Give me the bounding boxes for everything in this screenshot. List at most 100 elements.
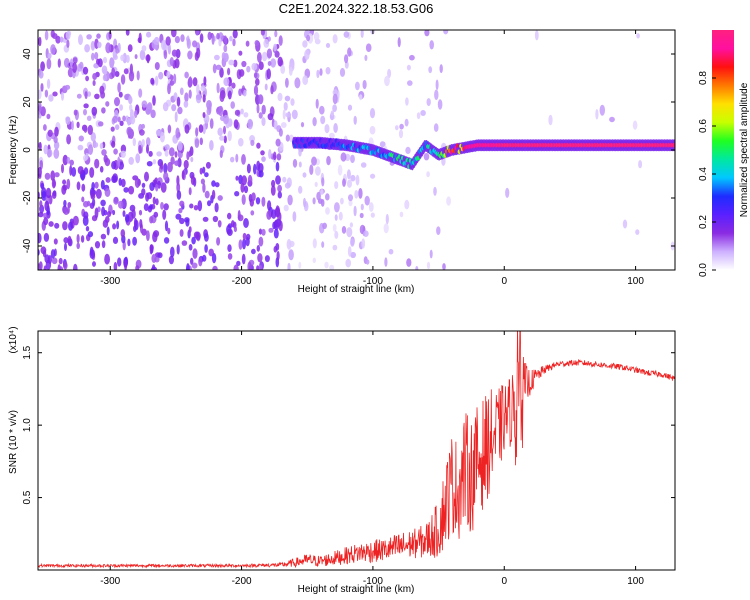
spectrogram-cell xyxy=(505,187,510,198)
spectrogram-cell xyxy=(81,183,86,192)
spectrogram-cell xyxy=(435,79,439,91)
spectrogram-cell xyxy=(354,190,359,199)
spectrogram-cell xyxy=(115,124,120,130)
spectrogram-cell xyxy=(97,41,102,49)
spectrogram-cell xyxy=(321,177,325,187)
spectrogram-cell xyxy=(193,205,199,211)
spectrogram-cell xyxy=(268,227,274,233)
spectrogram-cell xyxy=(344,54,349,64)
spectrogram-cell xyxy=(247,261,252,270)
spectrogram-cell xyxy=(333,123,338,133)
spectrogram-cell xyxy=(145,192,150,202)
snr-x-axis: -300 -200 -100 0 100 xyxy=(100,331,644,587)
spectrogram-cell xyxy=(50,44,56,55)
spectrogram-cell xyxy=(139,129,145,136)
spectrogram-cell xyxy=(152,159,157,165)
spectrogram-cell xyxy=(241,175,247,186)
spectrogram-cell xyxy=(51,178,56,189)
colorbar-tick-label: 0.4 xyxy=(698,167,709,181)
spectrogram-cell xyxy=(155,183,159,192)
y-tick-label: 40 xyxy=(22,48,33,60)
spectrogram-cell xyxy=(200,178,205,185)
spectrogram-cell xyxy=(65,116,71,125)
spectrogram-cell xyxy=(325,67,331,75)
spectrogram-cell xyxy=(152,231,158,243)
spectrogram-cell xyxy=(179,87,184,96)
spectrogram-cell xyxy=(442,263,446,270)
spectrogram-cell xyxy=(62,221,68,231)
colorbar-tick-label: 0.6 xyxy=(698,119,709,133)
snr-y-axis: 0.5 1.0 1.5 xyxy=(22,345,675,505)
snr-y-label: SNR (10 * v/v) xyxy=(8,410,19,474)
spectrogram-cell xyxy=(247,174,253,186)
spectrogram-cell xyxy=(360,203,364,211)
spectrogram-cell xyxy=(384,257,388,267)
spectrogram-cell xyxy=(319,105,325,115)
spectrogram-cell xyxy=(599,104,605,116)
spectrogram-cell xyxy=(433,123,439,132)
spectrogram-cell xyxy=(102,56,108,64)
spectrogram-cell xyxy=(157,252,163,259)
spectrogram-cell xyxy=(97,121,104,127)
spectrogram-cell xyxy=(409,54,415,61)
spectrogram-cell xyxy=(383,223,389,234)
spectrogram-cell xyxy=(363,230,369,237)
spectrogram-cell xyxy=(315,166,321,176)
spectrogram-cell xyxy=(186,263,190,270)
spectrogram-cell xyxy=(176,244,180,255)
spectrogram-cell xyxy=(202,112,206,118)
spectrogram-cell xyxy=(127,44,133,52)
spectrogram-cell xyxy=(43,144,48,155)
spectrogram-cell xyxy=(227,228,233,236)
spectrogram-cell xyxy=(326,155,331,166)
spectrogram-cell xyxy=(146,161,153,167)
spectrogram-cell xyxy=(216,32,220,40)
spectrogram-cell xyxy=(188,244,193,251)
spectrogram-cell xyxy=(168,147,175,157)
spectrogram-cell xyxy=(167,83,171,95)
spectrogram-cell xyxy=(325,43,331,48)
spectrogram-cell xyxy=(340,197,344,205)
spectrogram-cell xyxy=(111,140,116,148)
spectrogram-cell xyxy=(395,125,399,131)
spectrogram-cell xyxy=(44,89,49,98)
spectrogram-cell xyxy=(231,82,236,89)
spectrogram-cell xyxy=(138,209,143,216)
spectrogram-cell xyxy=(280,122,287,128)
spectrogram-cell xyxy=(238,50,243,56)
spectrogram-cell xyxy=(179,200,185,207)
spectrogram-cell xyxy=(163,171,169,181)
spectrogram-cell xyxy=(51,191,57,199)
spectrogram-cell xyxy=(609,116,615,123)
spectrogram-cell xyxy=(359,212,364,219)
spectrogram-cell xyxy=(117,116,121,123)
spectrogram-cell xyxy=(146,230,150,242)
y-tick-label: 0.5 xyxy=(22,490,33,504)
spectrogram-cell xyxy=(136,70,140,81)
snr-series-line xyxy=(38,331,675,569)
spectrogram-cell xyxy=(38,70,44,79)
spectrogram-cell xyxy=(113,148,118,155)
colorbar-tick-label: 0.0 xyxy=(698,263,709,277)
spectrogram-cell xyxy=(370,173,376,179)
spectrogram-cell xyxy=(253,163,257,175)
spectrogram-cell xyxy=(95,188,102,199)
spectrogram-cell xyxy=(141,45,147,52)
spectrogram-cell xyxy=(273,151,277,161)
spectrogram-cell xyxy=(362,79,367,90)
spectrogram-cell xyxy=(48,221,54,227)
spectrogram-cell xyxy=(171,49,178,57)
spectrogram-cell xyxy=(139,219,143,229)
ridge-core xyxy=(671,142,675,148)
spectrogram-cell xyxy=(209,118,214,129)
spectrogram-cell xyxy=(38,89,42,100)
spectrogram-cell xyxy=(399,123,404,130)
spectrogram-cell xyxy=(271,209,277,219)
spectrogram-cell xyxy=(94,241,101,249)
spectrogram-cell xyxy=(53,136,58,144)
spectrogram-cell xyxy=(253,85,259,96)
spectrogram-cell xyxy=(365,259,370,265)
spectrogram-cell xyxy=(332,34,338,44)
spectrogram-cell xyxy=(112,173,118,183)
spectrogram-cell xyxy=(92,73,97,80)
